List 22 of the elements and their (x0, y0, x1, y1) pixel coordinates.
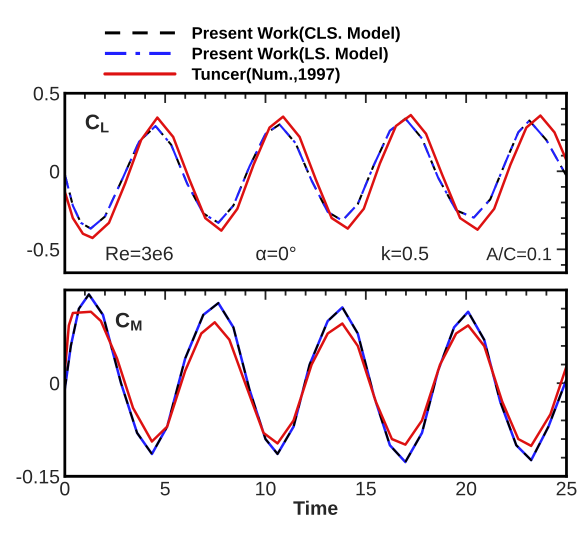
legend-label: Tuncer(Num.,1997) (192, 68, 340, 84)
annotation: Re=3e6 (106, 246, 173, 260)
x-tick-label: 25 (556, 482, 576, 496)
x-tick-label: 15 (356, 482, 376, 496)
y-tick-label: 0 (50, 164, 60, 179)
legend-label: Present Work(LS. Model) (192, 47, 388, 63)
annotation: α=0° (256, 246, 296, 260)
y-tick-label: 0.5 (34, 86, 60, 100)
annotation: k=0.5 (382, 246, 428, 260)
y-tick-label: 0 (50, 376, 60, 390)
y-tick-label: -0.15 (16, 470, 60, 484)
x-tick-label: 0 (60, 482, 70, 496)
x-axis-title: Time (293, 500, 338, 515)
x-tick-label: 5 (160, 482, 170, 496)
line-series (64, 310, 566, 448)
x-tick-label: 20 (456, 482, 476, 496)
annotation: C$_{L}$ (86, 114, 109, 132)
x-tick-label: 10 (256, 482, 276, 496)
y-tick-label: -0.5 (27, 242, 60, 257)
annotation: A/C=0.1 (486, 247, 552, 260)
legend-label: Present Work(CLS. Model) (192, 26, 400, 42)
annotation: C$_{M}$ (116, 312, 142, 331)
